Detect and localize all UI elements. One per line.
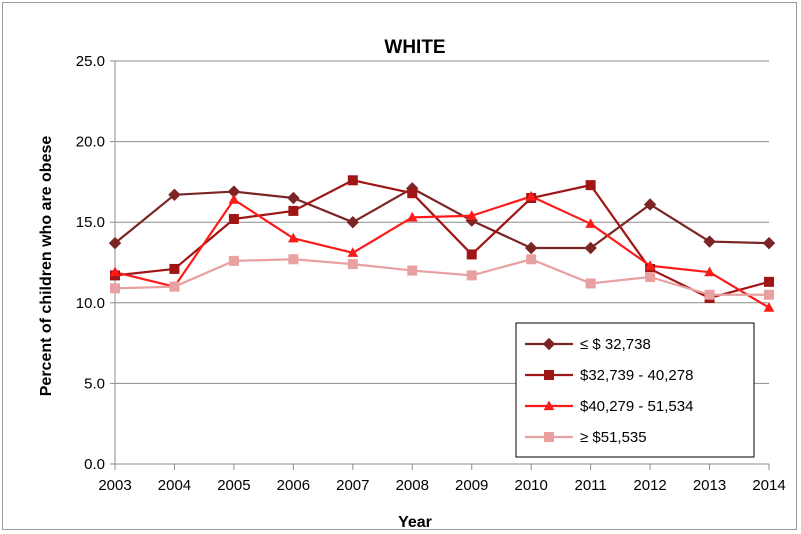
data-point-s1-2007 [346,215,360,229]
data-point-s1-2011 [584,241,597,255]
x-tick-2007: 2007 [336,477,369,494]
data-point-s4-2014 [764,289,774,300]
data-point-s3-2003 [109,266,121,277]
y-tick-0.0: 0.0 [84,456,105,473]
data-point-s3-2008 [406,211,418,222]
data-point-s4-2007 [347,259,358,270]
data-point-s2-2004 [169,263,180,274]
x-tick-2011: 2011 [575,477,607,494]
axes [110,60,770,470]
legend-label-4: ≥ $51,535 [580,429,647,446]
y-tick-25.0: 25.0 [76,53,105,70]
legend-marker-4 [544,432,554,442]
data-point-s1-2003 [108,236,122,250]
data-point-s1-2014 [762,236,776,250]
line-chart: 0.05.010.015.020.025.0 2003 2004 2005 2006 2… [38,37,786,531]
data-point-s2-2007 [347,175,358,186]
data-point-s4-2012 [645,272,656,283]
x-tick-2003: 2003 [98,477,131,494]
data-point-s3-2010 [525,190,537,201]
data-point-s3-2007 [347,247,359,257]
x-tick-2014: 2014 [752,477,785,494]
x-axis-title: Year [398,514,432,531]
y-tick-15.0: 15.0 [76,214,105,231]
data-point-s3-2011 [585,218,596,228]
legend-marker-3 [543,400,555,411]
x-tick-2009: 2009 [455,477,488,494]
data-point-s4-2011 [585,278,596,289]
data-point-s1-2012 [643,198,657,211]
data-point-s1-2004 [168,188,181,202]
data-point-s4-2003 [110,283,120,294]
series-line-1 [114,187,770,250]
data-point-s3-2012 [644,260,656,270]
data-point-s1-2010 [524,241,538,255]
data-point-s4-2010 [526,254,537,265]
legend: ≤ $ 32,738 $32,739 - 40,278 $40,279 - 51,5… [515,322,755,458]
data-point-s4-2008 [407,265,418,276]
x-tick-2006: 2006 [277,477,310,494]
series-line-4 [114,258,769,296]
data-point-s1-2006 [287,191,300,205]
data-point-s2-2005 [228,213,239,224]
x-tick-labels: 2003 2004 2005 2006 2007 2008 2009 2010 2011 2012… [98,477,785,494]
y-tick-labels: 0.0 5.0 10.0 15.0 20.0 25.0 [76,53,105,473]
series-line-2 [114,179,770,300]
legend-marker-2 [544,370,554,380]
data-point-s4-2006 [288,254,299,265]
x-tick-2010: 2010 [514,477,547,494]
y-tick-20.0: 20.0 [76,134,105,151]
x-tick-2004: 2004 [158,477,191,494]
data-point-s3-2013 [704,266,715,277]
series-line-3 [114,195,770,309]
y-tick-10.0: 10.0 [76,295,105,312]
legend-marker-1 [542,337,556,351]
y-tick-5.0: 5.0 [84,375,105,392]
legend-label-3: $40,279 - 51,534 [580,398,693,415]
data-point-s4-2005 [228,255,239,266]
data-point-s2-2008 [407,188,418,199]
data-point-s2-2014 [764,276,774,287]
data-point-s2-2006 [288,205,299,216]
data-point-s2-2009 [466,249,477,260]
data-point-s3-2014 [763,302,775,312]
x-tick-2005: 2005 [217,477,250,494]
series-markers [108,175,776,312]
series-lines [114,179,770,309]
legend-label-2: $32,739 - 40,278 [580,367,693,384]
x-tick-2008: 2008 [396,477,429,494]
data-point-s3-2009 [466,210,478,220]
data-point-s4-2009 [466,270,477,281]
y-axis-title: Percent of children who are obese [38,136,55,397]
legend-box [515,322,755,458]
data-point-s4-2013 [704,289,715,300]
chart-title: WHITE [384,37,445,58]
data-point-s3-2006 [288,232,299,243]
data-point-s1-2013 [703,235,716,248]
legend-label-1: ≤ $ 32,738 [580,336,651,353]
x-tick-2013: 2013 [693,477,726,494]
x-tick-2012: 2012 [633,477,666,494]
data-point-s2-2011 [585,180,596,191]
data-point-s4-2004 [169,281,180,292]
data-point-s3-2005 [228,194,240,204]
